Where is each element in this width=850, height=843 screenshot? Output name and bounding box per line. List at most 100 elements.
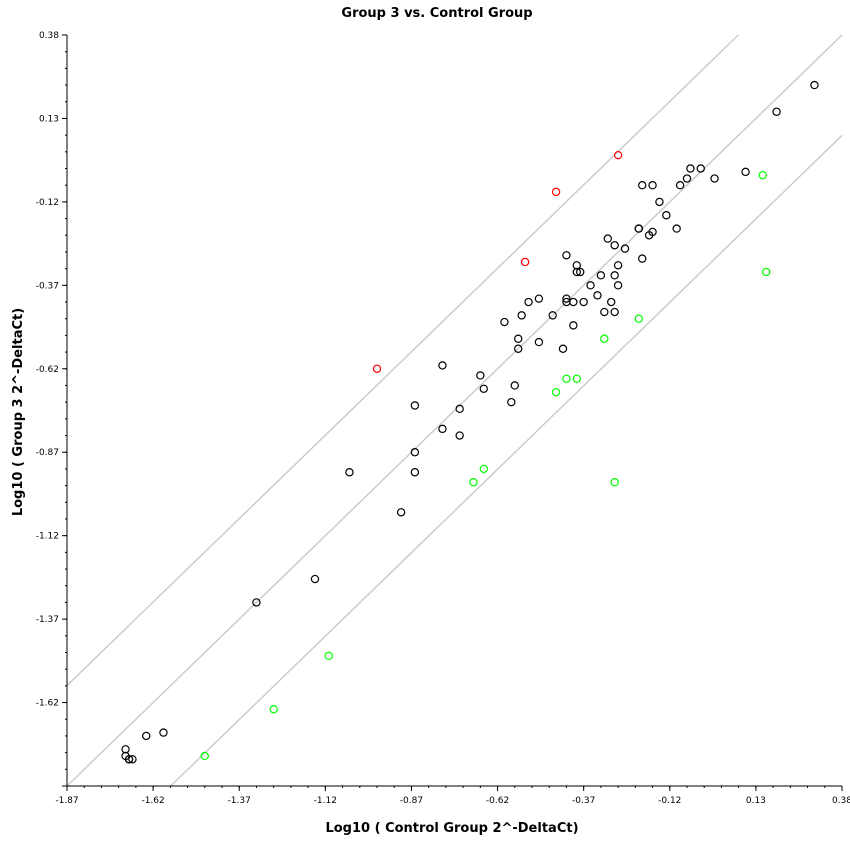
data-point-down — [572, 374, 581, 383]
data-point-unchanged — [600, 307, 609, 317]
x-tick-label: -1.87 — [55, 796, 78, 806]
data-point-unchanged — [159, 728, 168, 737]
data-point-unchanged — [558, 344, 568, 353]
data-point-unchanged — [142, 731, 151, 741]
data-point-unchanged — [662, 211, 671, 220]
data-point-down — [758, 170, 767, 180]
data-point-unchanged — [638, 180, 647, 190]
data-point-unchanged — [593, 291, 602, 300]
y-tick-label: 0.13 — [39, 114, 59, 124]
data-point-unchanged — [455, 404, 464, 414]
x-tick-label: -1.12 — [314, 796, 337, 806]
data-point-unchanged — [572, 267, 581, 277]
data-point-up — [520, 257, 530, 267]
data-point-down — [762, 267, 771, 277]
data-point-unchanged — [438, 361, 447, 370]
data-point-unchanged — [610, 241, 619, 250]
data-point-unchanged — [610, 307, 619, 317]
data-point-unchanged — [586, 281, 595, 290]
data-point-unchanged — [476, 371, 485, 380]
data-point-unchanged — [810, 80, 819, 90]
x-tick-label: -1.37 — [228, 796, 251, 806]
data-point-unchanged — [672, 224, 681, 233]
y-axis: -1.62 -1.37 -1.12 -0.87 -0.62 -0.37 -0.12 0.13 0… — [36, 31, 67, 787]
plot-frame — [66, 35, 842, 787]
data-point-unchanged — [638, 254, 647, 263]
data-point-down — [200, 751, 209, 761]
y-tick-label: -1.12 — [36, 532, 59, 542]
data-point-unchanged — [741, 167, 750, 177]
data-point-down — [610, 478, 619, 487]
data-point-unchanged — [648, 180, 657, 190]
data-point-down — [469, 478, 478, 487]
y-tick-label: -0.37 — [36, 281, 59, 291]
data-point-unchanged — [620, 244, 630, 253]
data-point-down — [634, 314, 643, 323]
data-point-unchanged — [710, 174, 719, 183]
data-point-down — [324, 651, 333, 661]
data-point-unchanged — [510, 381, 519, 390]
x-tick-label: 0.38 — [832, 796, 850, 806]
x-axis: -1.87 -1.62 -1.37 -1.12 -0.87 -0.62 -0.37 -0.12… — [55, 786, 850, 806]
data-point-unchanged — [410, 468, 420, 477]
data-point-unchanged — [514, 334, 523, 343]
data-point-unchanged — [534, 337, 544, 347]
data-point-unchanged — [655, 197, 664, 207]
data-point-unchanged — [772, 107, 781, 116]
data-point-unchanged — [517, 311, 526, 320]
x-axis-label: Log10 ( Control Group 2^-DeltaCt) — [325, 821, 578, 836]
data-point-unchanged — [396, 508, 406, 517]
data-point-up — [613, 150, 623, 160]
data-point-unchanged — [479, 384, 488, 394]
data-point-unchanged — [548, 311, 557, 320]
data-point-unchanged — [500, 317, 509, 327]
data-point-down — [269, 705, 278, 714]
x-tick-label: 0.13 — [746, 796, 766, 806]
data-point-unchanged — [613, 281, 623, 290]
data-point-unchanged — [613, 261, 623, 270]
x-tick-label: -0.12 — [658, 796, 681, 806]
data-point-unchanged — [128, 755, 137, 764]
data-point-unchanged — [682, 174, 692, 183]
data-point-unchanged — [596, 271, 606, 280]
data-point-unchanged — [524, 297, 533, 307]
data-point-down — [551, 387, 561, 397]
reference-line-3 — [170, 134, 843, 787]
data-point-unchanged — [634, 224, 643, 233]
data-point-unchanged — [252, 598, 261, 607]
chart-title: Group 3 vs. Control Group — [341, 6, 532, 21]
y-tick-label: -1.62 — [36, 699, 59, 709]
data-point-unchanged — [310, 574, 320, 584]
reference-line-2 — [66, 34, 843, 787]
data-point-unchanged — [686, 164, 695, 173]
y-tick-label: -0.12 — [36, 198, 59, 208]
data-point-unchanged — [569, 297, 578, 307]
x-tick-label: -1.62 — [141, 796, 164, 806]
data-point-unchanged — [534, 294, 544, 303]
reference-lines — [66, 34, 843, 787]
data-point-unchanged — [562, 251, 571, 260]
data-point-unchanged — [576, 267, 585, 277]
data-point-unchanged — [345, 468, 354, 477]
data-point-unchanged — [455, 431, 464, 440]
data-point-down — [600, 334, 609, 343]
data-point-unchanged — [562, 294, 571, 303]
data-point-up — [551, 187, 561, 197]
data-point-unchanged — [696, 164, 705, 173]
data-point-unchanged — [507, 397, 516, 407]
data-point-unchanged — [675, 180, 685, 190]
y-tick-label: -1.37 — [36, 615, 59, 625]
x-tick-label: -0.62 — [486, 796, 509, 806]
data-point-unchanged — [610, 271, 619, 280]
data-point-up — [372, 364, 382, 373]
data-point-unchanged — [514, 344, 523, 353]
y-tick-label: -0.62 — [36, 365, 59, 375]
data-point-unchanged — [603, 234, 612, 243]
data-point-unchanged — [121, 745, 130, 754]
data-point-unchanged — [607, 297, 616, 307]
data-point-unchanged — [124, 755, 134, 764]
x-tick-label: -0.37 — [572, 796, 595, 806]
data-point-unchanged — [648, 227, 657, 237]
data-point-unchanged — [410, 448, 420, 457]
